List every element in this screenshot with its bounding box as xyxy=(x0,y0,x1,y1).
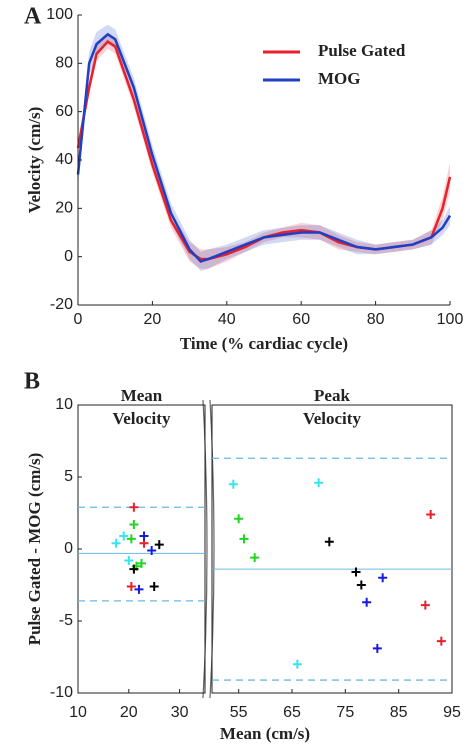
point xyxy=(372,643,382,653)
x-tick-label: 30 xyxy=(171,704,189,721)
point xyxy=(314,478,324,488)
point xyxy=(149,581,159,591)
point xyxy=(126,534,136,544)
x-tick-label: 20 xyxy=(144,311,162,328)
panel-label: A xyxy=(24,4,42,30)
x-tick-label: 0 xyxy=(74,311,83,328)
y-tick-label: 0 xyxy=(64,540,73,557)
point xyxy=(124,556,134,566)
point xyxy=(129,520,139,530)
point xyxy=(356,580,366,590)
x-tick-label: 40 xyxy=(218,311,236,328)
y-axis-label: Pulse Gated - MOG (cm/s) xyxy=(25,453,44,646)
panel-label: B xyxy=(24,369,40,395)
y-tick-label: 10 xyxy=(55,396,73,413)
plot-frame xyxy=(211,404,453,694)
point xyxy=(139,531,149,541)
x-tick-label: 75 xyxy=(336,704,354,721)
y-tick-label: 60 xyxy=(55,103,73,120)
series-line xyxy=(76,39,452,261)
segment-label: Mean xyxy=(121,386,163,405)
y-tick-label: 20 xyxy=(55,200,73,217)
x-tick-label: 85 xyxy=(390,704,408,721)
point xyxy=(351,567,361,577)
x-tick-label: 100 xyxy=(437,311,464,328)
x-tick-label: 60 xyxy=(292,311,310,328)
point xyxy=(228,479,238,489)
x-tick-label: 95 xyxy=(443,704,461,721)
legend-label: Pulse Gated xyxy=(318,41,406,60)
point xyxy=(137,558,146,568)
point xyxy=(147,545,157,555)
point xyxy=(119,531,129,541)
y-axis-label: Velocity (cm/s) xyxy=(25,107,44,214)
x-tick-label: 80 xyxy=(367,311,385,328)
y-tick-label: 80 xyxy=(55,55,73,72)
error-band xyxy=(78,24,450,272)
point xyxy=(436,636,446,646)
y-tick-label: 0 xyxy=(64,248,73,265)
x-tick-label: 65 xyxy=(283,704,301,721)
point xyxy=(362,597,372,607)
y-tick-label: 40 xyxy=(55,151,73,168)
y-tick-label: -20 xyxy=(50,296,73,313)
y-tick-label: -5 xyxy=(59,612,73,629)
point xyxy=(420,600,430,610)
series-line xyxy=(76,32,452,263)
segment-label: Velocity xyxy=(303,409,361,428)
x-axis-label: Mean (cm/s) xyxy=(220,724,310,743)
x-tick-label: 10 xyxy=(69,704,87,721)
point xyxy=(134,584,144,594)
y-tick-label: -10 xyxy=(50,684,73,701)
point xyxy=(129,564,139,574)
point xyxy=(129,502,139,512)
legend-label: MOG xyxy=(318,69,361,88)
point xyxy=(250,553,260,563)
plot-frame xyxy=(77,404,206,694)
point xyxy=(239,534,249,544)
point xyxy=(234,514,244,524)
y-tick-label: 100 xyxy=(46,6,73,23)
segment-label: Peak xyxy=(314,386,350,405)
y-tick-label: 5 xyxy=(64,468,73,485)
segment-label: Velocity xyxy=(113,409,171,428)
point xyxy=(111,538,121,548)
point xyxy=(154,540,164,550)
point xyxy=(292,659,302,669)
x-tick-label: 55 xyxy=(230,704,248,721)
point xyxy=(426,509,436,519)
point xyxy=(324,537,334,547)
point xyxy=(126,581,136,591)
x-tick-label: 20 xyxy=(120,704,138,721)
point xyxy=(378,573,388,583)
x-axis-label: Time (% cardiac cycle) xyxy=(180,334,348,353)
